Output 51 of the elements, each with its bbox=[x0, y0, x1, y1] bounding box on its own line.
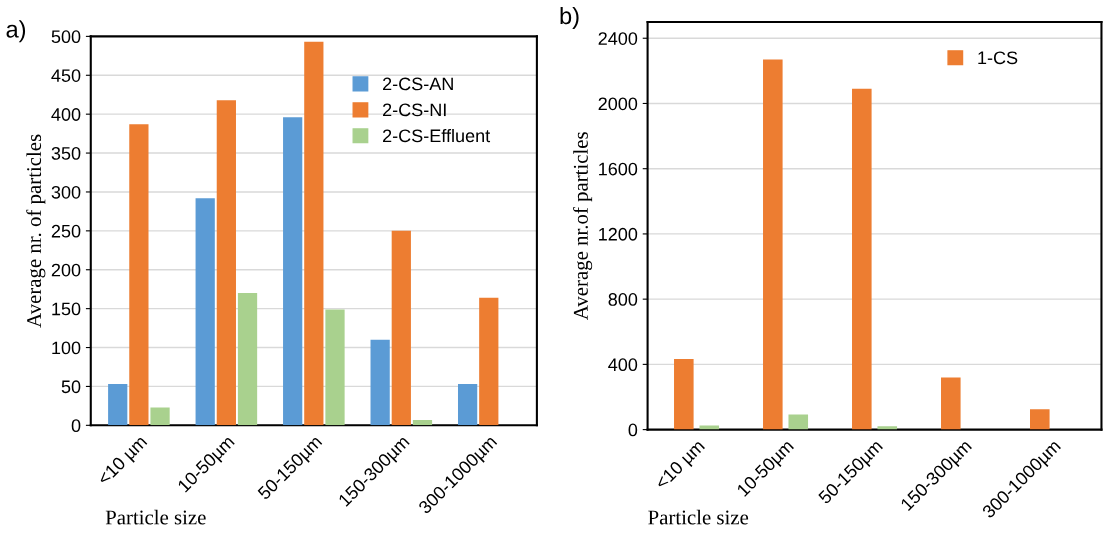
bar bbox=[412, 419, 433, 426]
y-axis-title: Average nr. of particles bbox=[26, 134, 46, 328]
legend-label: 2-CS-NI bbox=[383, 103, 446, 117]
bar bbox=[763, 59, 783, 430]
bar bbox=[237, 293, 258, 426]
y-tick-label: 1200 bbox=[599, 227, 638, 241]
bar bbox=[283, 117, 303, 426]
y-tick-label: 0 bbox=[71, 419, 81, 433]
text: b) bbox=[560, 6, 579, 29]
bar bbox=[941, 377, 961, 430]
y-tick-label: 300 bbox=[51, 185, 81, 199]
bar bbox=[370, 339, 390, 426]
y-tick-label: 450 bbox=[51, 69, 81, 82]
legend-label: 2-CS-AN bbox=[383, 77, 453, 91]
y-tick-label: 200 bbox=[51, 263, 81, 277]
y-tick-label: 400 bbox=[51, 108, 81, 121]
text: a) bbox=[6, 20, 26, 43]
y-tick-label: 100 bbox=[52, 341, 81, 355]
x-axis-title: Particle size bbox=[105, 509, 206, 525]
y-tick-label: 50 bbox=[61, 380, 81, 394]
y-tick-label: 0 bbox=[628, 423, 638, 437]
bar bbox=[150, 407, 170, 426]
legend-label: 1-CS bbox=[978, 51, 1018, 65]
bar bbox=[852, 88, 872, 430]
bar bbox=[674, 359, 694, 430]
y-tick-label: 2000 bbox=[598, 97, 638, 111]
bar bbox=[195, 198, 215, 426]
y-tick-label: 400 bbox=[608, 358, 638, 372]
x-tick-label: <10 µm bbox=[654, 439, 708, 493]
y-tick-label: 350 bbox=[51, 147, 81, 160]
bar bbox=[457, 384, 478, 426]
bar bbox=[479, 297, 499, 426]
y-axis-title: Average nr.of particles bbox=[572, 132, 593, 320]
x-axis-title: Particle size bbox=[648, 509, 749, 525]
bar bbox=[788, 414, 809, 430]
bar bbox=[304, 41, 324, 426]
y-tick-label: 150 bbox=[52, 302, 81, 316]
bar bbox=[216, 100, 236, 426]
bar bbox=[325, 309, 345, 426]
bar bbox=[129, 124, 149, 426]
bar bbox=[1030, 409, 1050, 430]
bar bbox=[877, 426, 898, 430]
bar bbox=[391, 230, 411, 426]
y-tick-label: 500 bbox=[51, 30, 81, 44]
y-tick-label: 800 bbox=[608, 293, 638, 306]
x-tick-label: <10 µm bbox=[96, 434, 150, 489]
y-tick-label: 1600 bbox=[599, 162, 638, 176]
legend-label: 2-CS-Effluent bbox=[383, 128, 491, 143]
y-tick-label: 250 bbox=[51, 224, 81, 238]
bar bbox=[108, 384, 128, 426]
y-tick-label: 2400 bbox=[598, 32, 638, 45]
